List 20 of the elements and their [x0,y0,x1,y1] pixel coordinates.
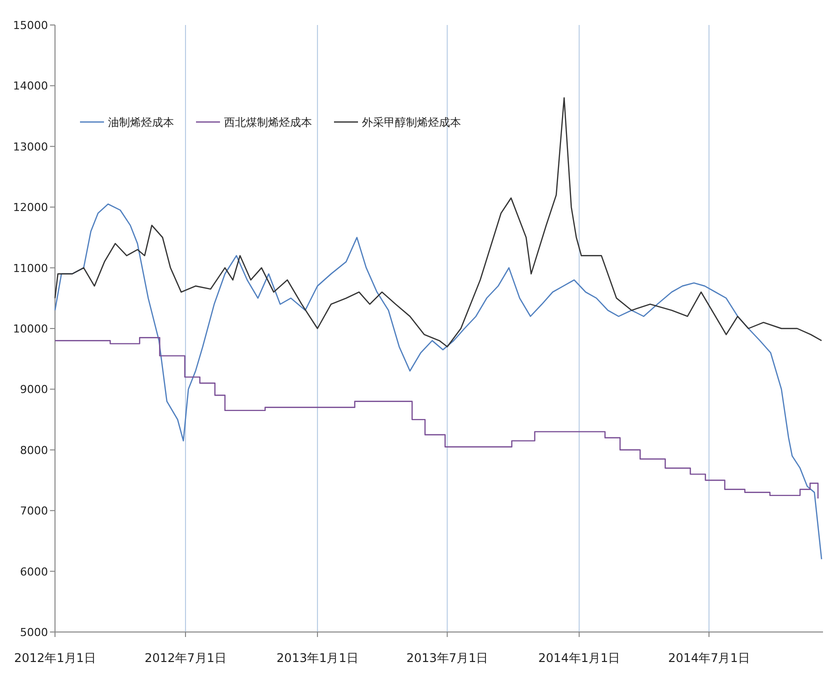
y-tick-label: 6000 [20,565,48,578]
y-tick-label: 9000 [20,383,48,396]
legend-label: 油制烯烃成本 [108,116,174,129]
x-tick-label: 2014年1月1日 [538,651,620,665]
x-tick-label: 2012年7月1日 [144,651,226,665]
x-tick-label: 2012年1月1日 [14,651,96,665]
legend-label: 外采甲醇制烯烃成本 [362,116,461,129]
y-tick-label: 13000 [13,140,48,154]
y-tick-label: 11000 [13,262,48,275]
y-tick-label: 10000 [13,322,48,336]
y-tick-label: 14000 [13,80,48,93]
x-tick-label: 2013年1月1日 [276,651,358,665]
x-tick-label: 2013年7月1日 [406,651,488,665]
x-tick-label: 2014年7月1日 [668,651,750,665]
y-tick-label: 8000 [20,444,48,457]
y-tick-label: 15000 [13,19,48,32]
y-tick-label: 12000 [13,201,48,214]
y-tick-label: 5000 [20,626,48,639]
legend-label: 西北煤制烯烃成本 [224,116,312,129]
y-tick-label: 7000 [20,504,48,518]
